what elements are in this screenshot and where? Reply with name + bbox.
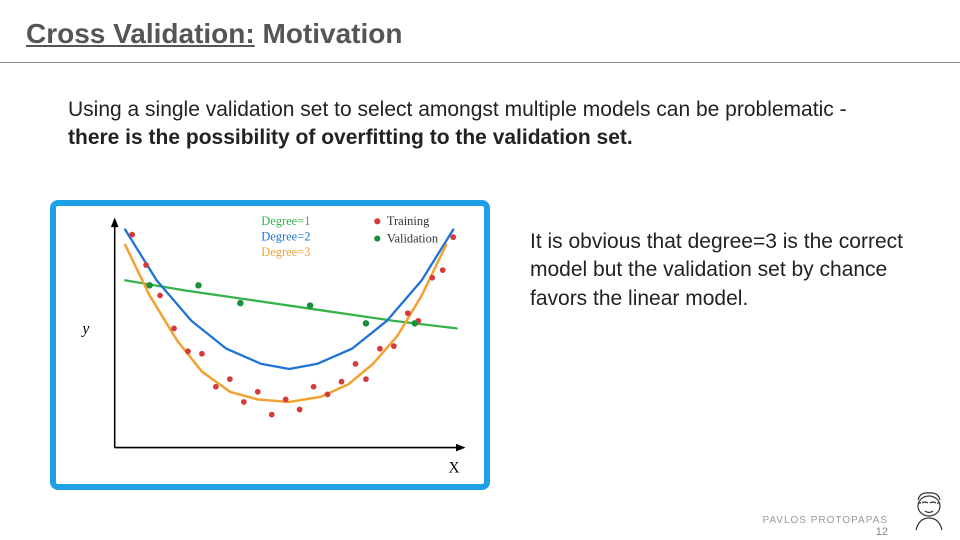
side-explanation: It is obvious that degree=3 is the corre…	[530, 228, 930, 313]
svg-text:Degree=3: Degree=3	[261, 245, 310, 259]
svg-text:Training: Training	[387, 214, 429, 228]
svg-text:y: y	[81, 320, 90, 337]
svg-text:Degree=2: Degree=2	[261, 230, 310, 244]
svg-text:X: X	[449, 459, 460, 476]
avatar-sketch	[908, 490, 950, 532]
chart-container: y X Degree=1 Degree=2Degree=3 Training Valida…	[50, 200, 490, 490]
title-rest: Motivation	[255, 18, 403, 49]
intro-bold: there is the possibility of overfitting …	[68, 126, 633, 149]
chart-svg: y X Degree=1 Degree=2Degree=3 Training Valida…	[56, 206, 484, 484]
footer-author: PAVLOS PROTOPAPAS	[762, 515, 888, 526]
page-number: 12	[876, 526, 888, 538]
title-underlined: Cross Validation:	[26, 18, 255, 49]
intro-text: Using a single validation set to select …	[68, 96, 898, 153]
svg-text:Degree=1: Degree=1	[261, 214, 310, 228]
title-rule	[0, 62, 960, 63]
svg-text:Validation: Validation	[387, 231, 439, 245]
intro-plain: Using a single validation set to select …	[68, 98, 847, 121]
page-title: Cross Validation: Motivation	[26, 18, 402, 50]
